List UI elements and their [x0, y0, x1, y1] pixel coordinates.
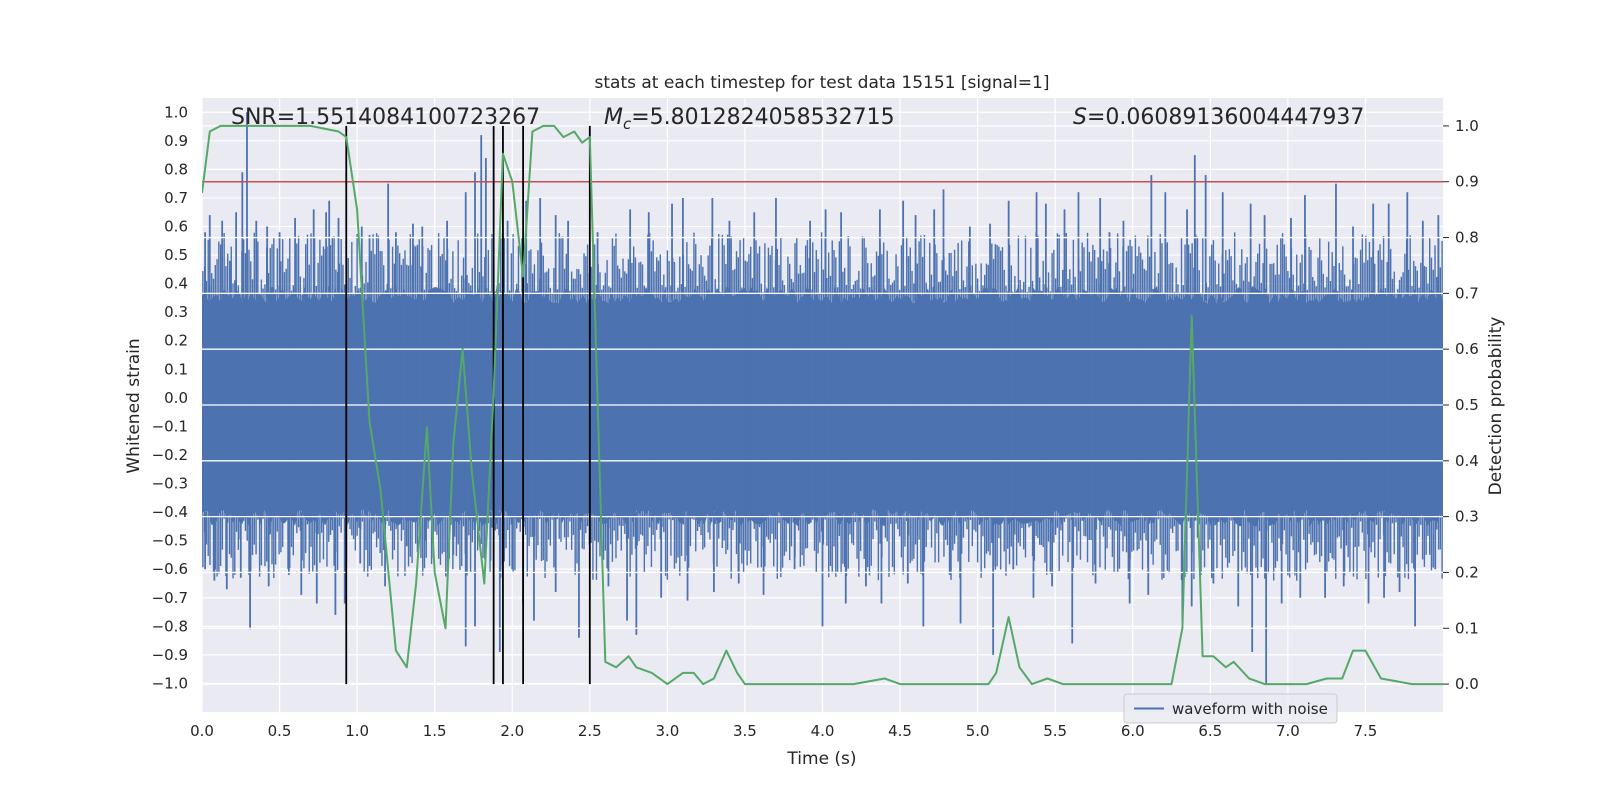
x-tick-label-14: 7.0 — [1276, 722, 1300, 740]
y-axis-left: 1.0 0.9 0.8 0.7 0.6 0.5 0.4 0.3 0.2 0.1 0.0 −0.1 −0.… — [152, 103, 188, 692]
y-tick-label-16: −0.6 — [152, 560, 188, 578]
chirp-mass-subscript: c — [623, 115, 632, 133]
chirp-mass-value: =5.8012824058532715 — [631, 105, 894, 130]
y2-axis-label: Detection probability — [1486, 317, 1506, 496]
y-tick-label-7: 0.3 — [164, 303, 188, 321]
y-tick-label-2: 0.8 — [164, 160, 188, 178]
y2-tick-label-5: 0.5 — [1455, 396, 1479, 414]
y-tick-label-10: 0.0 — [164, 389, 188, 407]
x-tick-label-4: 2.0 — [500, 722, 524, 740]
waveform-spikes — [202, 112, 1443, 684]
s-annotation: S=0.06089136004447937 — [1073, 105, 1364, 130]
y2-tick-label-2: 0.8 — [1455, 229, 1479, 247]
x-tick-label-9: 4.5 — [888, 722, 912, 740]
x-axis-label: Time (s) — [786, 749, 856, 769]
legend-box — [1123, 693, 1338, 724]
y2-tick-label-1: 0.9 — [1455, 173, 1479, 191]
y2-tick-label-6: 0.4 — [1455, 452, 1479, 470]
y-tick-label-15: −0.5 — [152, 532, 188, 550]
x-tick-label-3: 1.5 — [423, 722, 447, 740]
chirp-mass-annotation: Mc=5.8012824058532715 — [604, 105, 895, 133]
y-tick-label-17: −0.7 — [152, 589, 188, 607]
s-symbol: S — [1073, 105, 1087, 130]
y-tick-label-14: −0.4 — [152, 503, 188, 521]
y-tick-label-18: −0.8 — [152, 617, 188, 635]
x-tick-label-8: 4.0 — [811, 722, 835, 740]
legend-label: waveform with noise — [1172, 700, 1328, 718]
snr-annotation: SNR=1.5514084100723267 — [231, 105, 540, 130]
y2-tick-label-8: 0.2 — [1455, 563, 1479, 581]
x-tick-label-13: 6.5 — [1198, 722, 1222, 740]
y-tick-label-3: 0.7 — [164, 189, 188, 207]
x-tick-label-1: 0.5 — [268, 722, 292, 740]
probability-series — [202, 124, 1443, 686]
x-tick-label-11: 5.5 — [1043, 722, 1067, 740]
y-tick-label-1: 0.9 — [164, 132, 188, 150]
y-axis-label: Whitened strain — [124, 338, 144, 473]
y2-tick-label-0: 1.0 — [1455, 117, 1479, 135]
y-axis-right: 1.0 0.9 0.8 0.7 0.6 0.5 0.4 0.3 0.2 0.1 0.0 — [1443, 117, 1479, 693]
chirp-mass-symbol: M — [604, 105, 623, 130]
y-tick-label-4: 0.6 — [164, 218, 188, 236]
s-value: =0.06089136004447937 — [1087, 105, 1364, 130]
y-tick-label-12: −0.2 — [152, 446, 188, 464]
y2-tick-label-9: 0.1 — [1455, 619, 1479, 637]
x-tick-label-2: 1.0 — [345, 722, 369, 740]
x-tick-label-0: 0.0 — [190, 722, 214, 740]
y-tick-label-9: 0.1 — [164, 360, 188, 378]
y-tick-label-5: 0.5 — [164, 246, 188, 264]
legend: waveform with noise — [1123, 693, 1338, 724]
x-tick-label-15: 7.5 — [1354, 722, 1378, 740]
x-tick-label-7: 3.5 — [733, 722, 757, 740]
y-tick-label-19: −0.9 — [152, 646, 188, 664]
y2-tick-label-3: 0.7 — [1455, 284, 1479, 302]
y-tick-label-0: 1.0 — [164, 103, 188, 121]
x-tick-label-10: 5.0 — [966, 722, 990, 740]
y-tick-label-11: −0.1 — [152, 417, 188, 435]
y-tick-label-20: −1.0 — [152, 674, 188, 692]
y2-tick-label-7: 0.3 — [1455, 508, 1479, 526]
x-tick-label-5: 2.5 — [578, 722, 602, 740]
detection-markers — [345, 125, 591, 685]
y-tick-label-6: 0.4 — [164, 275, 188, 293]
chart-title: stats at each timestep for test data 151… — [595, 73, 1050, 93]
y-tick-label-8: 0.2 — [164, 332, 188, 350]
y2-tick-label-4: 0.6 — [1455, 340, 1479, 358]
x-tick-label-12: 6.0 — [1121, 722, 1145, 740]
x-tick-label-6: 3.0 — [655, 722, 679, 740]
y2-tick-label-10: 0.0 — [1455, 675, 1479, 693]
waveform-series — [202, 286, 1443, 527]
x-axis: 0.0 0.5 1.0 1.5 2.0 2.5 3.0 3.5 4.0 4.5 5.0 5.5 6.0 6… — [190, 722, 1377, 740]
y-tick-label-13: −0.3 — [152, 475, 188, 493]
